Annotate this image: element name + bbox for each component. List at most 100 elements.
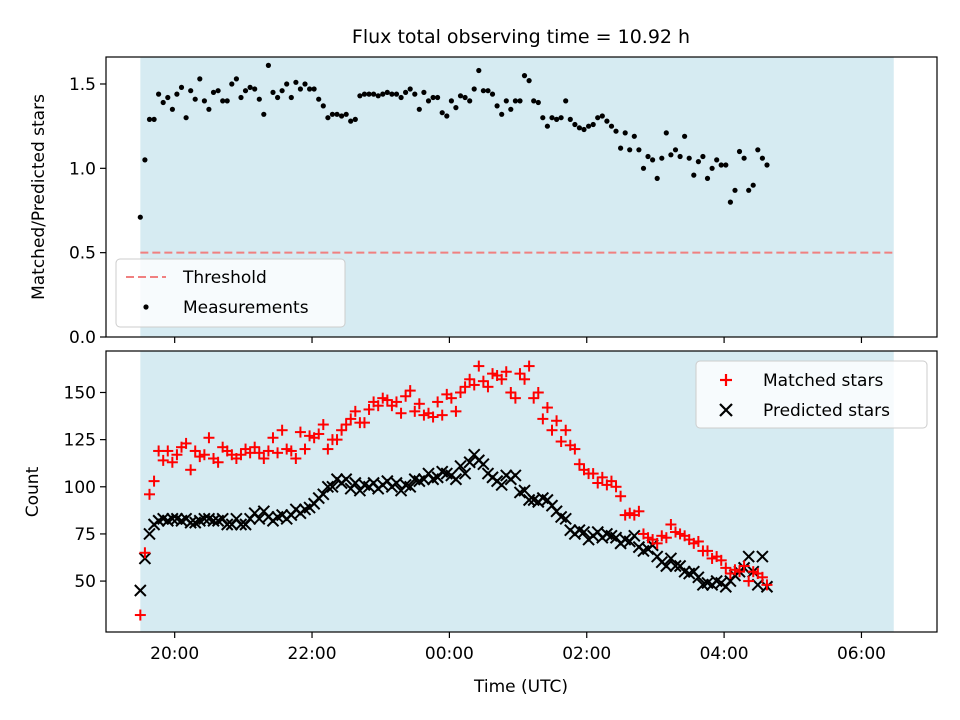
predicted-point [509,469,522,482]
predicted-point [321,480,335,493]
x-tick-label: 04:00 [700,644,749,664]
matched-point [253,447,265,459]
measurement-point [160,99,166,106]
y-tick-label: 0.0 [69,328,96,348]
matched-point [514,368,526,380]
measurement-point [137,214,143,220]
measurement-point [727,199,734,205]
measurement-point [361,91,368,97]
matched-point [473,360,485,372]
matched-point [551,415,563,427]
measurement-point [247,84,253,90]
measurement-point [375,93,381,99]
measurement-point [421,89,427,95]
measurement-point [297,86,303,92]
measurement-point [608,123,615,129]
measurements-legend-swatch [143,304,149,310]
matched-point [665,519,677,531]
matched-point [450,405,462,417]
measurement-point [599,113,605,119]
matched-point [715,554,727,566]
measurement-point [238,94,244,101]
measurement-point [371,91,377,97]
matched-point [464,373,476,385]
predicted-point [463,456,476,469]
measurement-point [499,111,505,117]
matched-point [358,417,370,429]
predicted-points [134,448,774,597]
measurement-point [732,187,738,193]
measurement-point [348,118,354,124]
matched-point [734,566,746,578]
measurement-point [686,155,692,161]
y-tick-label: 1.0 [69,159,96,179]
measurement-point [220,98,226,104]
predicted-point [559,512,572,526]
predicted-point [339,473,353,486]
measurement-point [380,91,386,97]
top-axes-frame [105,56,938,338]
measurement-point [206,106,212,112]
measurement-point [146,116,153,122]
matched-point [505,386,517,398]
matched-point [756,571,768,583]
matched-point [468,379,480,391]
measurement-point [746,187,752,193]
matched-point [189,445,201,457]
measurement-point [508,106,514,112]
measurement-point [366,91,372,97]
measurement-point [704,175,711,181]
predicted-point [143,527,156,541]
measurement-point [403,89,409,95]
matched-point [258,452,270,464]
matched-point [546,424,558,436]
measurement-point [672,147,679,153]
measurement-point [279,88,285,94]
measurement-point [650,157,656,163]
top-y-axis-label: Matched/Predicted stars [29,94,49,300]
matched-point [171,449,183,461]
matched-point [148,475,160,487]
measurement-point [192,96,198,102]
predicted-point [577,525,591,539]
measurement-point [325,115,331,121]
predicted-point [390,476,403,490]
measurement-point [654,175,660,181]
matched-point [185,464,197,476]
measurement-point [535,99,541,106]
matched-point [702,545,714,557]
matched-point [509,392,521,404]
matched-point [692,535,704,547]
predicted-point [756,550,769,563]
measurement-point [613,128,619,134]
measurement-point [329,111,335,117]
measurement-point [165,94,171,101]
measurement-point [714,157,720,163]
measurement-point [183,115,189,121]
measurement-point [229,81,235,87]
measurement-point [343,111,349,117]
measurement-point [197,76,203,82]
predicted-point [495,478,508,492]
y-tick-label: 50 [74,572,96,592]
measurement-point [412,91,418,97]
measurement-point [627,147,633,153]
measurement-point [640,165,647,171]
measurement-point [540,115,546,121]
measurement-point [480,88,486,94]
predicted-point [664,552,678,565]
measurement-point [503,98,509,104]
measurement-point [476,67,482,74]
matched-point [455,386,467,398]
measurement-point [512,98,519,104]
matched-point [381,394,393,406]
matched-point [262,445,274,457]
matched-point [390,396,402,408]
top-legend: Threshold Measurements [115,258,346,328]
bottom-y-ticks: 50 75 100 125 150 [64,383,106,592]
measurement-point [750,182,756,188]
matched-point [166,456,178,468]
measurement-point [284,81,290,87]
measurement-point [618,145,624,151]
matched-point [290,452,302,464]
